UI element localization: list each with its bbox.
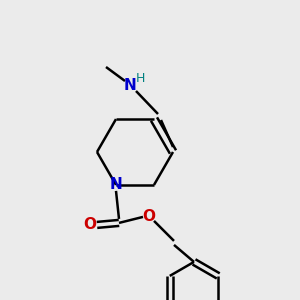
Text: H: H: [135, 71, 145, 85]
Text: N: N: [124, 79, 136, 94]
Text: O: O: [142, 209, 155, 224]
Text: N: N: [110, 177, 122, 192]
Text: O: O: [83, 218, 97, 232]
